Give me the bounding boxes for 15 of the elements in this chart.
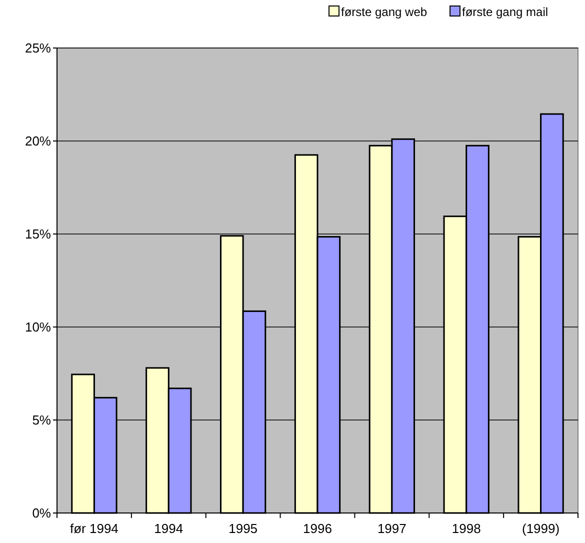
- x-tick-label: 1994: [154, 521, 184, 536]
- y-tick-label: 15%: [24, 226, 52, 242]
- y-tick-label: 10%: [24, 320, 52, 335]
- y-tick-label: 5%: [32, 412, 52, 428]
- y-tick-label: 25%: [24, 40, 52, 56]
- legend-label: første gang web: [341, 5, 428, 19]
- x-tick-label: (1999): [522, 521, 560, 536]
- x-tick-label: 1998: [452, 521, 481, 536]
- y-tick-label: 0%: [32, 506, 52, 521]
- legend-label: første gang mail: [462, 5, 548, 19]
- x-tick-label: før 1994: [70, 521, 118, 536]
- x-tick-label: 1997: [377, 521, 406, 536]
- x-tick-label: 1995: [228, 521, 258, 536]
- x-tick-label: 1996: [303, 521, 332, 536]
- y-tick-label: 20%: [24, 134, 52, 149]
